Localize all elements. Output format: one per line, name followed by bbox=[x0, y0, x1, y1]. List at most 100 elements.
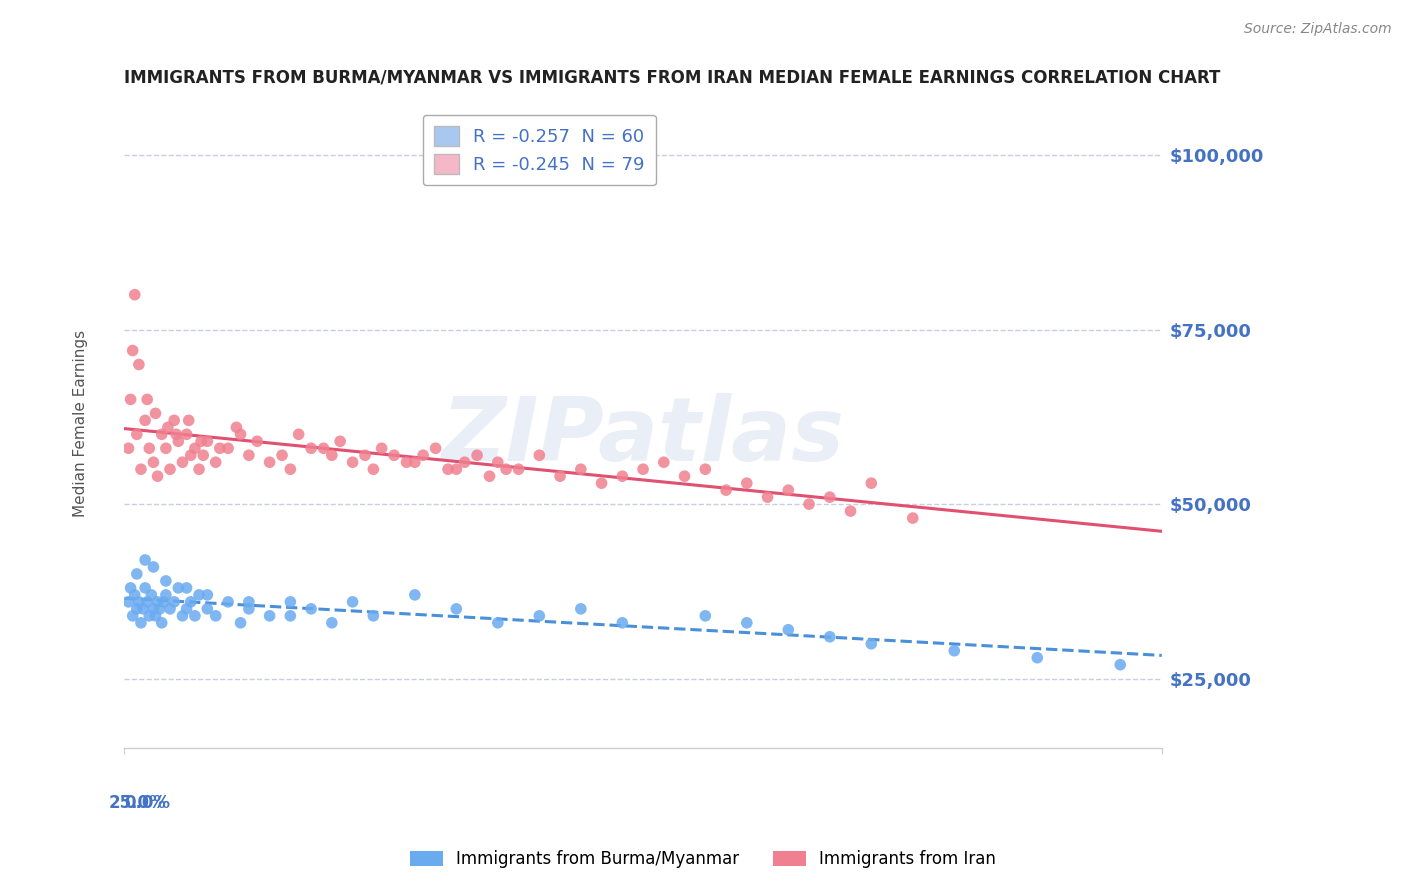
Point bbox=[354, 448, 377, 462]
Point bbox=[141, 588, 163, 602]
Point bbox=[146, 595, 169, 609]
Point bbox=[299, 442, 322, 456]
Point bbox=[280, 608, 302, 623]
Point bbox=[312, 442, 335, 456]
Point bbox=[172, 608, 194, 623]
Point bbox=[163, 413, 186, 427]
Point bbox=[138, 442, 160, 456]
Point bbox=[146, 469, 169, 483]
Point bbox=[839, 504, 862, 518]
Point bbox=[167, 581, 190, 595]
Point bbox=[120, 392, 142, 407]
Point bbox=[204, 455, 226, 469]
Point bbox=[193, 448, 215, 462]
Point bbox=[259, 455, 281, 469]
Point bbox=[134, 581, 156, 595]
Text: Median Female Earnings: Median Female Earnings bbox=[73, 330, 89, 517]
Point bbox=[271, 448, 294, 462]
Point bbox=[569, 602, 592, 616]
Text: ZIPatlas: ZIPatlas bbox=[441, 393, 845, 480]
Point bbox=[117, 442, 139, 456]
Point bbox=[121, 343, 143, 358]
Point bbox=[321, 615, 343, 630]
Point bbox=[176, 602, 198, 616]
Point bbox=[495, 462, 517, 476]
Point bbox=[1109, 657, 1132, 672]
Point bbox=[901, 511, 924, 525]
Point bbox=[172, 455, 194, 469]
Point bbox=[652, 455, 675, 469]
Point bbox=[132, 602, 155, 616]
Point bbox=[124, 588, 146, 602]
Point bbox=[136, 595, 159, 609]
Point bbox=[1026, 650, 1049, 665]
Point bbox=[486, 455, 509, 469]
Point bbox=[412, 448, 434, 462]
Point bbox=[142, 455, 165, 469]
Point bbox=[165, 427, 187, 442]
Point bbox=[155, 588, 177, 602]
Point bbox=[155, 574, 177, 588]
Point bbox=[176, 581, 198, 595]
Point bbox=[129, 462, 152, 476]
Point bbox=[180, 448, 202, 462]
Point bbox=[404, 588, 426, 602]
Point bbox=[125, 566, 148, 581]
Point bbox=[159, 462, 181, 476]
Point bbox=[129, 615, 152, 630]
Point bbox=[142, 602, 165, 616]
Point bbox=[673, 469, 696, 483]
Point bbox=[156, 420, 179, 434]
Point bbox=[446, 602, 468, 616]
Point bbox=[363, 462, 385, 476]
Point bbox=[437, 462, 460, 476]
Point bbox=[136, 392, 159, 407]
Point bbox=[735, 476, 758, 491]
Legend: R = -0.257  N = 60, R = -0.245  N = 79: R = -0.257 N = 60, R = -0.245 N = 79 bbox=[423, 115, 655, 186]
Point bbox=[149, 602, 172, 616]
Point bbox=[125, 602, 148, 616]
Point bbox=[128, 358, 150, 372]
Point bbox=[797, 497, 820, 511]
Point bbox=[569, 462, 592, 476]
Point bbox=[453, 455, 475, 469]
Point bbox=[299, 602, 322, 616]
Point bbox=[188, 462, 211, 476]
Point bbox=[159, 602, 181, 616]
Point bbox=[225, 420, 247, 434]
Point bbox=[287, 427, 309, 442]
Point bbox=[943, 644, 966, 658]
Point bbox=[280, 462, 302, 476]
Point bbox=[195, 434, 218, 449]
Point bbox=[529, 448, 551, 462]
Point bbox=[184, 608, 207, 623]
Point bbox=[695, 608, 717, 623]
Text: IMMIGRANTS FROM BURMA/MYANMAR VS IMMIGRANTS FROM IRAN MEDIAN FEMALE EARNINGS COR: IMMIGRANTS FROM BURMA/MYANMAR VS IMMIGRA… bbox=[124, 69, 1220, 87]
Point bbox=[321, 448, 343, 462]
Point bbox=[238, 448, 260, 462]
Point bbox=[860, 476, 883, 491]
Point bbox=[121, 608, 143, 623]
Point bbox=[152, 595, 174, 609]
Point bbox=[238, 595, 260, 609]
Point bbox=[818, 490, 841, 504]
Point bbox=[465, 448, 488, 462]
Point bbox=[150, 427, 173, 442]
Point bbox=[778, 623, 800, 637]
Legend: Immigrants from Burma/Myanmar, Immigrants from Iran: Immigrants from Burma/Myanmar, Immigrant… bbox=[404, 844, 1002, 875]
Point bbox=[217, 442, 239, 456]
Point bbox=[529, 608, 551, 623]
Text: 0.0%: 0.0% bbox=[124, 794, 170, 812]
Point bbox=[145, 608, 167, 623]
Point bbox=[134, 413, 156, 427]
Point bbox=[612, 615, 634, 630]
Point bbox=[860, 637, 883, 651]
Point bbox=[486, 615, 509, 630]
Point bbox=[548, 469, 571, 483]
Point bbox=[150, 615, 173, 630]
Point bbox=[176, 427, 198, 442]
Point bbox=[190, 434, 212, 449]
Point bbox=[246, 434, 269, 449]
Text: 25.0%: 25.0% bbox=[108, 794, 166, 812]
Point bbox=[180, 595, 202, 609]
